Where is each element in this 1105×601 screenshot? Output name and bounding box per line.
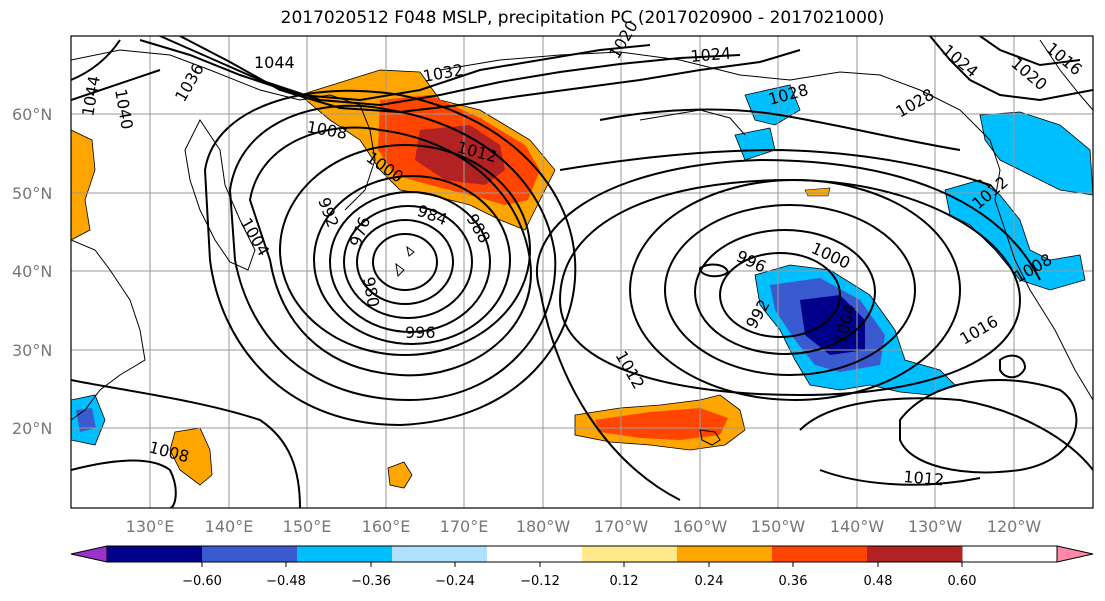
isobar-label: 1032 bbox=[421, 60, 464, 86]
lon-label: 170°E bbox=[440, 517, 489, 536]
isobar-label: 1016 bbox=[1042, 39, 1085, 80]
isobar-label: 1012 bbox=[903, 467, 945, 489]
isobar-label: 1024 bbox=[938, 41, 981, 82]
lat-label: 50°N bbox=[12, 184, 52, 203]
isobar-label: 1000 bbox=[808, 238, 853, 272]
lon-label: 140°E bbox=[205, 517, 254, 536]
colorbar-tick-label: 0.36 bbox=[779, 574, 808, 589]
colorbar-segment bbox=[677, 546, 773, 562]
colorbar-tick-label: −0.24 bbox=[435, 574, 475, 589]
isobar-label: 1036 bbox=[171, 60, 208, 105]
colorbar-extend-min bbox=[70, 545, 108, 563]
colorbar-segment bbox=[487, 546, 583, 562]
colorbar-segment bbox=[582, 546, 678, 562]
isobar-label: 1020 bbox=[605, 17, 642, 62]
colorbar-tick-label: −0.12 bbox=[520, 574, 560, 589]
isobar-label: 1028 bbox=[893, 85, 938, 122]
isobar-label: 1012 bbox=[612, 348, 649, 393]
isobar-label: 992 bbox=[314, 195, 342, 230]
colorbar-tick-label: −0.60 bbox=[182, 574, 222, 589]
isobar-contours bbox=[71, 36, 1093, 508]
isobar-label: 1040 bbox=[111, 87, 137, 130]
lon-label: 120°W bbox=[987, 517, 1042, 536]
isobar-label: 1044 bbox=[78, 74, 104, 117]
colorbar-segment bbox=[772, 546, 868, 562]
isobar-label: 1024 bbox=[690, 44, 732, 66]
graticule bbox=[71, 36, 1093, 508]
isobar-label: 984 bbox=[415, 201, 450, 229]
colorbar-extend-max bbox=[1056, 545, 1094, 563]
lat-label: 30°N bbox=[12, 341, 52, 360]
colorbar bbox=[70, 545, 1094, 567]
isobar-label: 1004 bbox=[237, 215, 274, 260]
colorbar-frame bbox=[106, 545, 1058, 563]
colorbar-segment bbox=[297, 546, 393, 562]
latitude-labels: 60°N 50°N 40°N 30°N 20°N bbox=[12, 105, 52, 438]
isobar-label: 980 bbox=[359, 275, 383, 308]
lon-label: 130°E bbox=[126, 517, 175, 536]
colorbar-segment bbox=[107, 546, 203, 562]
colorbar-tick-label: −0.36 bbox=[351, 574, 391, 589]
map-title: 2017020512 F048 MSLP, precipitation PC (… bbox=[280, 8, 885, 28]
isobar-label: 1016 bbox=[957, 312, 1002, 349]
lat-label: 20°N bbox=[12, 419, 52, 438]
map-frame bbox=[70, 35, 1094, 509]
lat-label: 60°N bbox=[12, 105, 52, 124]
colorbar-tick-label: −0.48 bbox=[266, 574, 306, 589]
lat-label: 40°N bbox=[12, 262, 52, 281]
lon-label: 140°W bbox=[830, 517, 885, 536]
colorbar-segment bbox=[202, 546, 298, 562]
lon-label: 130°W bbox=[908, 517, 963, 536]
colorbar-segment bbox=[392, 546, 488, 562]
colorbar-segment bbox=[867, 546, 963, 562]
colorbar-tick-label: 0.48 bbox=[864, 574, 893, 589]
lon-label: 150°W bbox=[751, 517, 806, 536]
longitude-labels: 130°E 140°E 150°E 160°E 170°E 180°W 170°… bbox=[126, 517, 1042, 536]
lon-label: 180°W bbox=[516, 517, 571, 536]
colorbar-tick-label: 0.12 bbox=[610, 574, 639, 589]
colorbar-tick-labels: −0.60 −0.48 −0.36 −0.24 −0.12 0.12 0.24 … bbox=[182, 574, 976, 589]
isobar-label: 1044 bbox=[254, 53, 295, 72]
isobar-label: 996 bbox=[405, 323, 436, 342]
isobar-label: 976 bbox=[346, 214, 374, 249]
colorbar-tick-label: 0.60 bbox=[948, 574, 977, 589]
isobar-label: 996 bbox=[733, 246, 769, 276]
lon-label: 170°W bbox=[594, 517, 649, 536]
lon-label: 150°E bbox=[283, 517, 332, 536]
colorbar-tick-label: 0.24 bbox=[695, 574, 724, 589]
lon-label: 160°W bbox=[673, 517, 728, 536]
lon-label: 160°E bbox=[362, 517, 411, 536]
